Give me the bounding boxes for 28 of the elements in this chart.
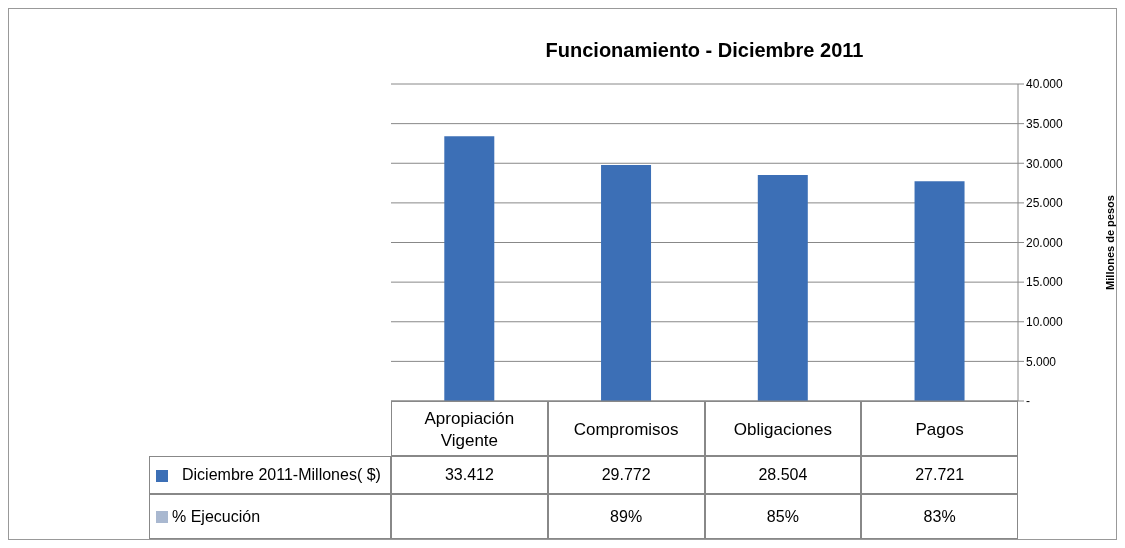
bar: [601, 165, 652, 401]
x-tick-label: Compromisos: [573, 419, 679, 439]
bar: [914, 181, 965, 401]
y-tick-label: 20.000: [1026, 235, 1064, 250]
y-tick-label: 10.000: [1026, 315, 1064, 330]
data-label: 33.412: [391, 456, 548, 494]
text: 83%: [861, 494, 1018, 539]
data-label: 28.504: [704, 456, 862, 494]
x-tick-label: Pagos: [915, 419, 964, 439]
data-label: 27.721: [861, 456, 1018, 494]
y-axis-title: Millones de pesos: [1103, 195, 1116, 290]
y-tick-label: 30.000: [1026, 156, 1064, 171]
text: 89%: [547, 494, 705, 539]
y-tick-label: 35.000: [1026, 116, 1064, 131]
text: 85%: [704, 494, 862, 539]
x-tick-label: Apropiación Vigente: [424, 408, 515, 450]
text: % Ejecución: [171, 507, 261, 526]
y-tick-label: 5.000: [1026, 354, 1057, 369]
y-tick-label: 40.000: [1026, 77, 1064, 92]
y-tick-label: -: [1026, 394, 1030, 409]
y-tick-label: 25.000: [1026, 196, 1064, 211]
data-label: 29.772: [547, 456, 705, 494]
chart-title: Funcionamiento - Diciembre 2011: [544, 39, 865, 62]
x-tick-label: Obligaciones: [733, 419, 833, 439]
y-tick-label: 15.000: [1026, 275, 1064, 290]
bar: [757, 175, 808, 401]
legend-label: Diciembre 2011-Millones( $): [181, 466, 381, 484]
bar: [444, 136, 495, 401]
